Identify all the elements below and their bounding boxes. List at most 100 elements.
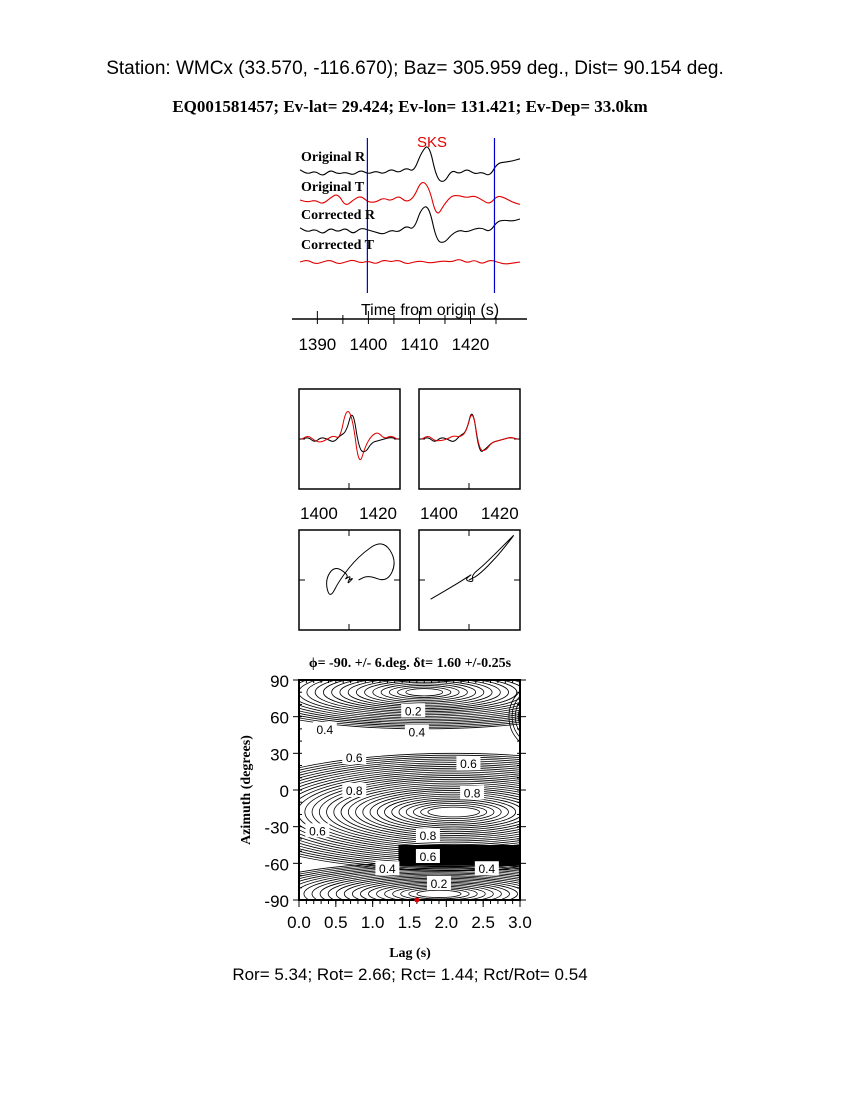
contour-max xyxy=(362,790,520,834)
contour-min-top xyxy=(405,688,444,697)
contour-label-bg xyxy=(426,875,451,890)
contour-max xyxy=(420,804,488,820)
contour-edge xyxy=(508,691,520,743)
trace-panel xyxy=(299,138,521,293)
contour-max xyxy=(340,784,520,840)
contour-min-top xyxy=(380,683,468,702)
contour-label-bg xyxy=(401,703,426,718)
contour-label: 0.4 xyxy=(479,862,496,876)
contour-plot: 0.2 0.4 0.4 0.6 0.6 0.8 0.8 0.6 0.8 0.6 0.4 0.4 0.2 9… xyxy=(264,672,545,932)
contour-label: 0.6 xyxy=(460,757,477,771)
time-tick-label: 1390 xyxy=(298,335,336,354)
contour-max xyxy=(333,782,520,842)
contour-label: 0.2 xyxy=(405,705,422,719)
contour-max xyxy=(318,778,520,846)
contour-label: 0.8 xyxy=(464,786,481,800)
contour-label-bg xyxy=(456,756,481,771)
contour-label: 0.4 xyxy=(316,723,333,737)
contour-label-bg xyxy=(375,861,400,876)
x-tick-label: 1.0 xyxy=(361,913,385,932)
contour-label: 0.8 xyxy=(346,784,363,798)
contour-min-top xyxy=(299,710,520,723)
contour-min-bottom xyxy=(303,871,520,900)
waveform-radial xyxy=(301,414,398,453)
contour-max xyxy=(299,756,520,868)
waveform-tick-label: 1400 xyxy=(300,504,338,523)
contour-label-bg xyxy=(474,861,499,876)
trace-label-corrected-r: Corrected R xyxy=(301,208,376,223)
y-tick-label: -90 xyxy=(264,892,289,911)
x-tick-label: 3.0 xyxy=(508,913,532,932)
contour-label-bg xyxy=(342,750,367,764)
phase-label: SKS xyxy=(417,134,447,151)
contour-label: 0.4 xyxy=(379,862,396,876)
trace-label-corrected-t: Corrected T xyxy=(301,238,375,253)
contour-edge xyxy=(528,708,542,725)
trace-original-r xyxy=(299,146,521,182)
x-tick-label: 1.5 xyxy=(398,913,422,932)
contour-max xyxy=(299,765,520,859)
y-tick-label: 90 xyxy=(270,672,289,691)
trace-label-original-t: Original T xyxy=(301,180,365,195)
particle-motion-path-1 xyxy=(430,534,515,600)
contour-min-top xyxy=(355,680,493,706)
contour-min-bottom xyxy=(319,873,520,900)
time-tick-label: 1420 xyxy=(452,335,490,354)
y-tick-label: -60 xyxy=(264,855,289,874)
contour-edge xyxy=(511,695,520,738)
contour-max xyxy=(299,771,520,853)
contour-label-bg xyxy=(305,823,330,838)
contour-min-bottom xyxy=(311,872,520,900)
contour-min-top xyxy=(299,712,520,725)
contour-min-top xyxy=(299,704,520,720)
time-tick-label: 1400 xyxy=(349,335,387,354)
contour-label: 0.6 xyxy=(309,824,326,838)
contour-min-top xyxy=(299,680,520,719)
trace-corrected-r xyxy=(299,206,521,243)
contour-min-top xyxy=(388,685,460,700)
contour-max xyxy=(326,780,520,844)
contour-min-bottom xyxy=(299,868,520,885)
waveform-transverse xyxy=(421,414,518,452)
contour-label-bg xyxy=(342,783,367,797)
contour-ylabel: Azimuth (degrees) xyxy=(239,735,254,845)
contour-xlabel: Lag (s) xyxy=(389,946,431,961)
contour-max xyxy=(384,795,520,829)
contour-label: 0.6 xyxy=(346,751,363,765)
particle-motion-path-0 xyxy=(326,543,395,595)
contour-label: 0.8 xyxy=(420,829,437,843)
x-tick-label: 2.0 xyxy=(435,913,459,932)
contour-min-bottom xyxy=(327,875,520,900)
contour-min-bottom xyxy=(299,869,520,900)
contour-min-bottom xyxy=(299,865,520,880)
particle-motion-panels xyxy=(298,529,521,631)
contour-min-bottom xyxy=(416,889,462,898)
contour-label-bg xyxy=(415,849,440,863)
time-axis-label: Time from origin (s) xyxy=(361,302,499,319)
y-tick-label: 0 xyxy=(280,782,289,801)
contour-label-bg xyxy=(460,785,485,800)
contour-max xyxy=(347,786,520,838)
trace-corrected-t xyxy=(299,259,521,265)
contour-label: 0.4 xyxy=(409,725,426,739)
waveform-tick-label: 1400 xyxy=(420,504,458,523)
y-tick-label: -30 xyxy=(264,819,289,838)
contour-min-bottom xyxy=(299,867,520,882)
y-tick-label: 60 xyxy=(270,709,289,728)
station-title: Station: WMCx (33.570, -116.670); Baz= 3… xyxy=(106,58,724,79)
contour-title: ϕ= -90. +/- 6.deg. δt= 1.60 +/-0.25s xyxy=(309,656,512,671)
contour-max xyxy=(355,788,520,836)
contour-label-bg xyxy=(312,721,337,736)
contour-label: 0.2 xyxy=(431,877,448,891)
contour-min-top xyxy=(299,707,520,722)
contour-edge xyxy=(525,704,545,728)
contour-label: 0.6 xyxy=(420,850,437,864)
x-tick-label: 0.5 xyxy=(324,913,348,932)
waveform-comparison-panels: 1400 1420 1400 1420 xyxy=(298,388,521,523)
contour-max xyxy=(405,801,502,823)
waveform-transverse xyxy=(301,410,398,461)
contour-max xyxy=(413,803,495,821)
contour-max xyxy=(391,797,517,827)
